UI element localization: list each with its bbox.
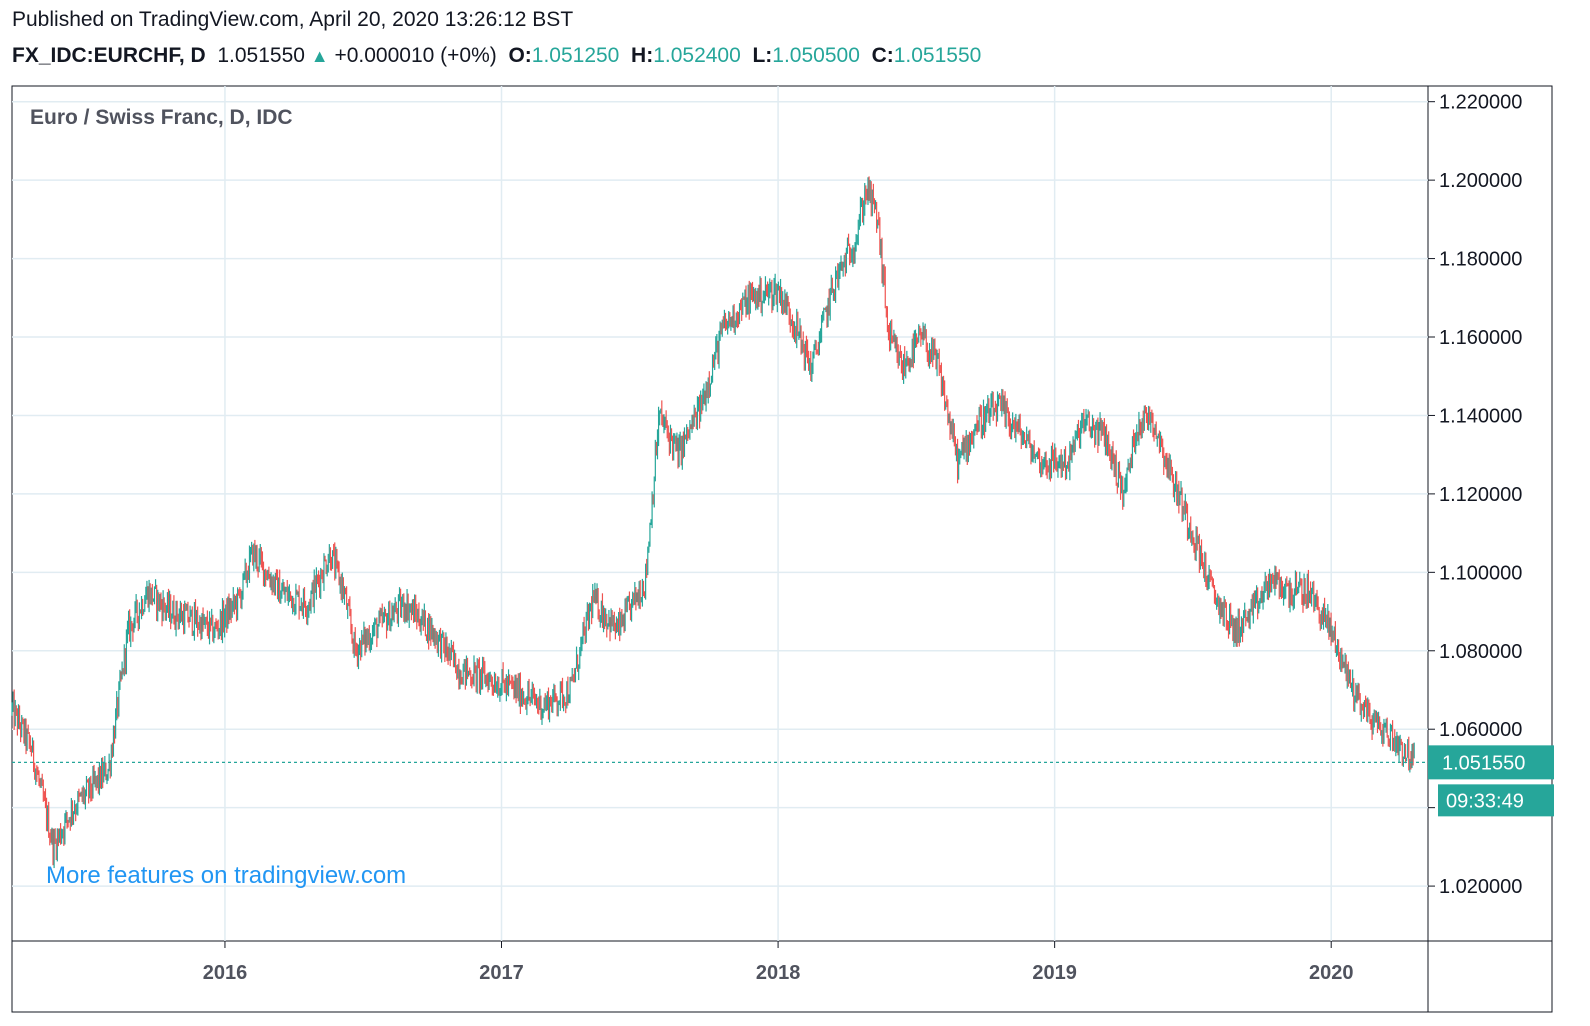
- countdown-label: 09:33:49: [1438, 784, 1554, 817]
- last-price: 1.051550: [217, 44, 305, 67]
- published-line: Published on TradingView.com, April 20, …: [12, 8, 574, 31]
- x-tick-label: 2017: [479, 962, 524, 984]
- last-price-text: 1.051550: [1442, 752, 1525, 774]
- y-tick-label: 1.120000: [1439, 484, 1522, 506]
- y-tick-label: 1.220000: [1439, 92, 1522, 114]
- symbol-legend: FX_IDC:EURCHF, D 1.051550 ▲ +0.000010 (+…: [12, 44, 981, 68]
- open-label: O:: [508, 44, 532, 67]
- last-price-label: 1.051550: [1428, 745, 1554, 780]
- high-label: H:: [631, 44, 654, 67]
- price-change: +0.000010 (+0%): [334, 44, 497, 67]
- y-tick-label: 1.020000: [1439, 876, 1522, 898]
- grid-lines: [12, 86, 1428, 941]
- y-tick-label: 1.140000: [1439, 405, 1522, 427]
- x-tick-label: 2019: [1032, 962, 1077, 984]
- countdown-text: 09:33:49: [1446, 790, 1524, 812]
- x-tick-label: 2020: [1309, 962, 1354, 984]
- y-tick-label: 1.160000: [1439, 327, 1522, 349]
- y-tick-label: 1.060000: [1439, 719, 1522, 741]
- low-label: L:: [752, 44, 773, 67]
- x-tick-label: 2018: [756, 962, 801, 984]
- close-label: C:: [871, 44, 894, 67]
- high-value: 1.052400: [653, 44, 741, 67]
- y-tick-label: 1.200000: [1439, 170, 1522, 192]
- y-tick-label: 1.180000: [1439, 249, 1522, 271]
- candles: [11, 176, 1415, 869]
- close-value: 1.051550: [893, 44, 982, 67]
- low-value: 1.050500: [772, 44, 860, 67]
- chart-title: Euro / Swiss Franc, D, IDC: [30, 106, 293, 129]
- time-axis[interactable]: 2016 2017 2018 2019 2020: [203, 941, 1354, 984]
- symbol-name: FX_IDC:EURCHF, D: [12, 44, 206, 67]
- y-tick-label: 1.100000: [1439, 562, 1522, 584]
- x-tick-label: 2016: [203, 962, 248, 984]
- open-value: 1.051250: [531, 44, 620, 67]
- chart-frame: [11, 85, 1553, 1013]
- tradingview-link[interactable]: More features on tradingview.com: [46, 862, 407, 889]
- y-tick-label: 1.080000: [1439, 641, 1522, 663]
- up-arrow-icon: ▲: [310, 46, 329, 66]
